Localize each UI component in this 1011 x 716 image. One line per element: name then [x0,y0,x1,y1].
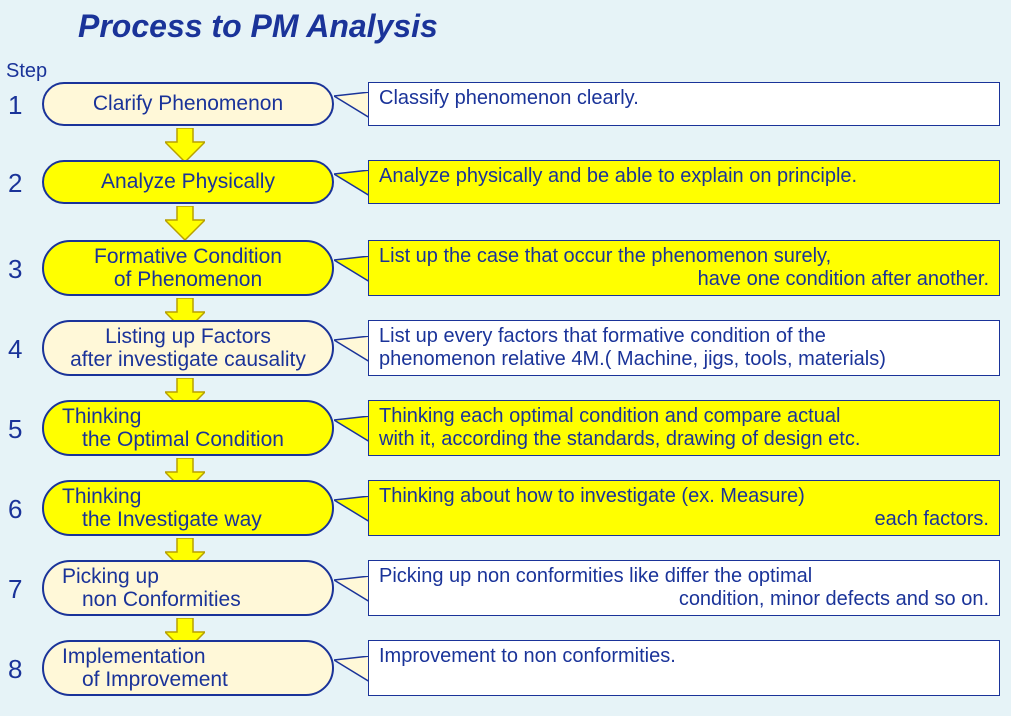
pill-line: Analyze Physically [101,170,275,193]
step-pill: Picking upnon Conformities [42,560,334,616]
desc-line: Improvement to non conformities. [379,645,989,668]
step-pill: Thinkingthe Investigate way [42,480,334,536]
desc-line: condition, minor defects and so on. [379,588,989,611]
step-description: List up the case that occur the phenomen… [368,240,1000,296]
pill-line: Listing up Factors [105,325,271,348]
step-number: 8 [8,654,22,685]
desc-line: have one condition after another. [379,268,989,291]
step-description: Thinking each optimal condition and comp… [368,400,1000,456]
desc-line: Thinking each optimal condition and comp… [379,405,989,428]
pill-line: the Investigate way [62,508,262,531]
down-arrow-icon [165,206,205,240]
step-number: 4 [8,334,22,365]
desc-line: List up every factors that formative con… [379,325,989,348]
step-description: Classify phenomenon clearly. [368,82,1000,126]
step-description: Thinking about how to investigate (ex. M… [368,480,1000,536]
callout-connector [334,336,368,362]
callout-connector [334,416,368,442]
page-title: Process to PM Analysis [78,8,438,45]
pill-line: Thinking [62,405,141,428]
step-pill: Analyze Physically [42,160,334,204]
desc-line: Thinking about how to investigate (ex. M… [379,485,989,508]
pill-line: of Improvement [62,668,228,691]
step-description: Improvement to non conformities. [368,640,1000,696]
callout-connector [334,656,368,682]
step-number: 3 [8,254,22,285]
pill-line: after investigate causality [70,348,306,371]
down-arrow-icon [165,128,205,162]
desc-line: List up the case that occur the phenomen… [379,245,989,268]
desc-line: each factors. [379,508,989,531]
desc-line: Classify phenomenon clearly. [379,87,989,110]
step-pill: Implementationof Improvement [42,640,334,696]
desc-line: Analyze physically and be able to explai… [379,165,989,188]
step-pill: Listing up Factorsafter investigate caus… [42,320,334,376]
pill-line: of Phenomenon [114,268,262,291]
step-header: Step [6,60,47,83]
pill-line: the Optimal Condition [62,428,284,451]
step-description: List up every factors that formative con… [368,320,1000,376]
callout-connector [334,256,368,282]
pill-line: non Conformities [62,588,241,611]
step-pill: Thinkingthe Optimal Condition [42,400,334,456]
step-number: 1 [8,90,22,121]
desc-line: Picking up non conformities like differ … [379,565,989,588]
pill-line: Formative Condition [94,245,282,268]
step-description: Analyze physically and be able to explai… [368,160,1000,204]
callout-connector [334,576,368,602]
callout-connector [334,92,368,118]
step-pill: Clarify Phenomenon [42,82,334,126]
step-number: 7 [8,574,22,605]
step-number: 5 [8,414,22,445]
pill-line: Implementation [62,645,206,668]
step-pill: Formative Conditionof Phenomenon [42,240,334,296]
callout-connector [334,170,368,196]
desc-line: with it, according the standards, drawin… [379,428,989,451]
step-number: 6 [8,494,22,525]
pill-line: Thinking [62,485,141,508]
pill-line: Picking up [62,565,159,588]
step-description: Picking up non conformities like differ … [368,560,1000,616]
pill-line: Clarify Phenomenon [93,92,283,115]
callout-connector [334,496,368,522]
desc-line: phenomenon relative 4M.( Machine, jigs, … [379,348,989,371]
step-number: 2 [8,168,22,199]
